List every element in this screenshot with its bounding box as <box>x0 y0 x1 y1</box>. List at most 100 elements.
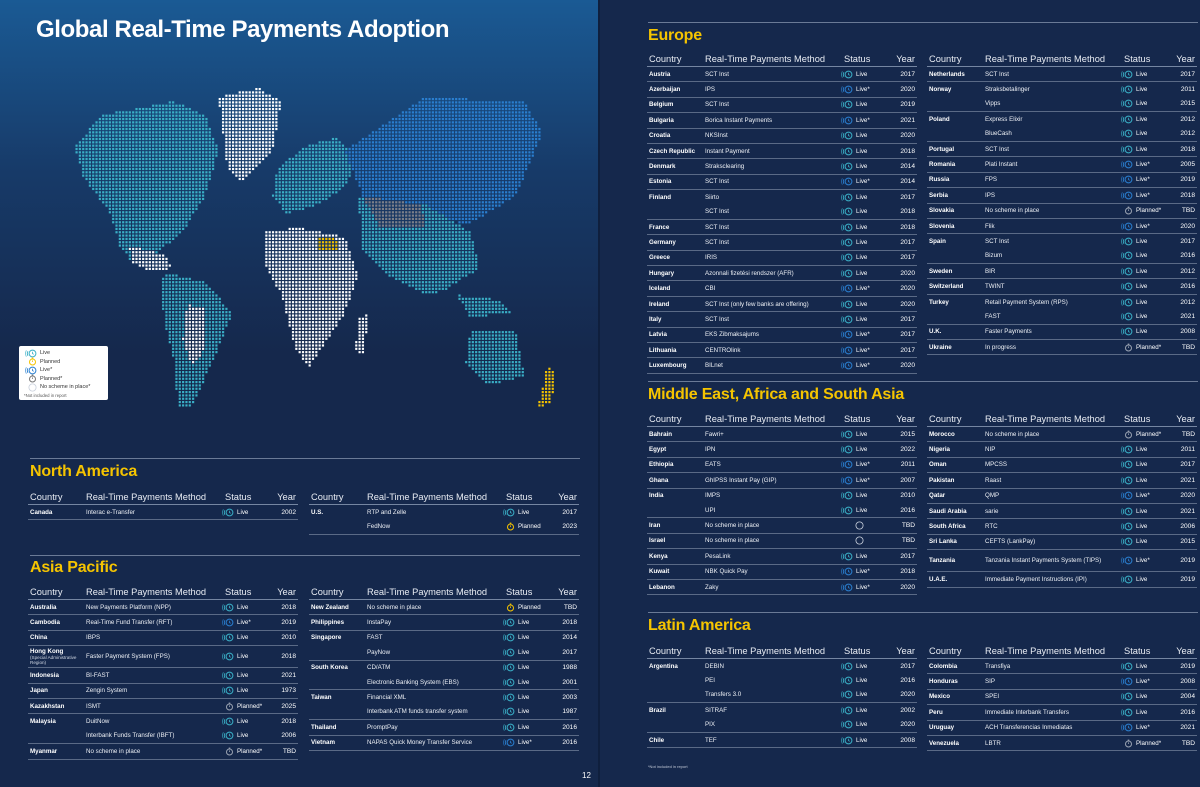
country-group-canada: Canada Interac e-Transfer Live 2002 <box>28 505 298 521</box>
status-label: Live <box>856 506 868 514</box>
country-name: Taiwan <box>309 694 367 701</box>
year: TBD <box>563 603 577 611</box>
country-label: Kenya <box>649 552 668 560</box>
status-label: Live <box>1136 145 1148 153</box>
country-label: Ethiopia <box>649 461 674 469</box>
country-label: China <box>30 634 48 642</box>
live-icon <box>1121 575 1133 584</box>
year: 2019 <box>1180 662 1195 670</box>
header-country: Country <box>929 413 962 424</box>
table-row: Kenya PesaLink Live 2017 <box>647 549 917 563</box>
payment-method: Plati Instant <box>985 161 1018 169</box>
year: 2020 <box>900 269 915 277</box>
year: 2014 <box>562 634 577 642</box>
status-badge: Live <box>1120 85 1168 94</box>
live-star-icon <box>1121 191 1133 200</box>
country-label: Oman <box>929 461 947 469</box>
live-icon <box>841 300 853 308</box>
status-badge: Live <box>221 671 269 680</box>
country-group-norway: Norway Straksbetalinger Live 2011 Vipps Live 2… <box>927 82 1197 113</box>
status-badge: Live <box>840 736 888 745</box>
status-badge: Live <box>840 300 888 309</box>
planned-icon <box>507 603 514 612</box>
country-label: Slovakia <box>929 207 955 215</box>
year: 2019 <box>900 101 915 109</box>
payment-method: Instant Payment <box>705 147 750 155</box>
country-name: Canada <box>28 509 86 516</box>
table-header: Country Real-Time Payments Method Status Ye… <box>647 51 917 67</box>
status-label: Live <box>518 508 530 516</box>
country-label: U.S. <box>311 508 324 516</box>
payment-method: PayNow <box>367 648 391 656</box>
live-icon <box>503 663 515 672</box>
country-name: Norway <box>927 86 985 93</box>
header-year: Year <box>558 586 577 597</box>
table-row: PayNow Live 2017 <box>309 645 579 659</box>
country-name: Chile <box>647 737 705 744</box>
country-name: Iran <box>647 522 705 529</box>
country-label: Malaysia <box>30 718 56 726</box>
table-row: Honduras SIP Live* 2008 <box>927 674 1197 688</box>
live-star-icon <box>841 346 853 355</box>
status-badge: Live <box>840 662 888 671</box>
status-badge: Live <box>221 508 269 517</box>
country-label: Iceland <box>649 285 671 293</box>
country-name: Egypt <box>647 446 705 453</box>
status-badge: Live* <box>1120 556 1168 565</box>
status-label: Live <box>1136 538 1148 546</box>
status-badge: Live* <box>1120 160 1168 169</box>
table-row: Czech Republic Instant Payment Live 2018 <box>647 144 917 158</box>
year: 2021 <box>1180 507 1195 515</box>
status-badge: Live* <box>840 583 888 592</box>
country-name: Oman <box>927 461 985 468</box>
year: 1988 <box>562 664 577 672</box>
country-group-iran: Iran No scheme in place TBD <box>647 518 917 534</box>
payment-method: Siirto <box>705 193 720 201</box>
payment-method: No scheme in place <box>985 430 1040 438</box>
region-title-measa: Middle East, Africa and South Asia <box>648 386 905 403</box>
country-name: Bulgaria <box>647 117 705 124</box>
payment-method: IMPS <box>705 492 721 500</box>
year: 2019 <box>1180 557 1195 565</box>
country-name: Ireland <box>647 301 705 308</box>
year: 2002 <box>900 706 915 714</box>
payment-method: QMP <box>985 492 1000 500</box>
country-label: India <box>649 492 664 500</box>
table-row: Australia New Payments Platform (NPP) Live… <box>28 600 298 614</box>
payment-method: Faster Payment System (FPS) <box>86 653 170 661</box>
year: 2016 <box>900 677 915 685</box>
live-icon <box>25 349 37 358</box>
live-star-icon <box>841 583 853 591</box>
table-row: Israel No scheme in place TBD <box>647 534 917 548</box>
country-group-argentina: Argentina DEBIN Live 2017 PEI Live 2016 Transfe… <box>647 659 917 704</box>
live-icon <box>841 162 853 171</box>
table-row: Finland Siirto Live 2017 <box>647 190 917 204</box>
table-header: Country Real-Time Payments Method Status Ye… <box>647 411 917 427</box>
live-icon <box>841 147 853 156</box>
status-badge: Live <box>502 678 550 687</box>
table-row: Romania Plati Instant Live* 2005 <box>927 157 1197 171</box>
country-group-cambodia: Cambodia Real-Time Fund Transfer (RFT) Liv… <box>28 615 298 631</box>
year: 2017 <box>900 315 915 323</box>
measa-table-right: Country Real-Time Payments Method Status Ye… <box>927 411 1197 588</box>
country-name: Singapore <box>309 634 367 641</box>
divider <box>648 381 1198 382</box>
table-row: Ethiopia EATS Live* 2011 <box>647 458 917 472</box>
status-badge: Live <box>1120 115 1168 124</box>
country-name: Slovakia <box>927 207 985 214</box>
table-row: New Zealand No scheme in place Planned TBD <box>309 600 579 614</box>
country-label: New Zealand <box>311 603 349 611</box>
country-group-slovenia: Slovenia Flik Live* 2020 <box>927 219 1197 235</box>
planned-star-icon <box>226 702 233 711</box>
table-row: Slovenia Flik Live* 2020 <box>927 219 1197 233</box>
status-label: Live <box>1136 708 1148 716</box>
payment-method: MPCSS <box>985 461 1008 469</box>
measa-table-left: Country Real-Time Payments Method Status Ye… <box>647 411 917 596</box>
country-group-france: France SCT Inst Live 2018 <box>647 220 917 236</box>
status-label: Live <box>1136 100 1148 108</box>
country-name: Vietnam <box>309 739 367 746</box>
payment-method: Interbank ATM funds transfer system <box>367 708 468 716</box>
payment-method: Interbank Funds Transfer (IBFT) <box>86 732 175 740</box>
year: 2017 <box>900 662 915 670</box>
planned-icon <box>29 357 36 366</box>
